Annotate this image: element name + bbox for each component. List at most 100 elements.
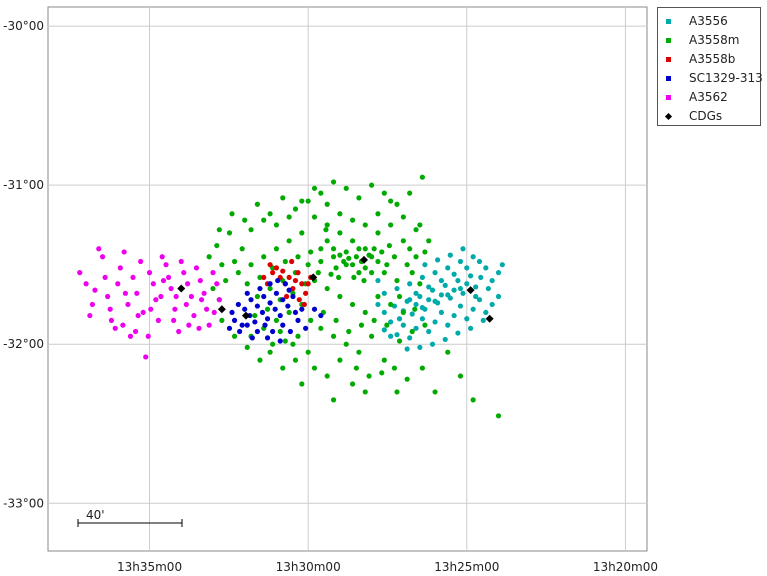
legend-label: A3558m bbox=[689, 33, 740, 47]
data-point bbox=[286, 274, 292, 281]
data-point bbox=[244, 344, 250, 350]
data-point bbox=[447, 252, 453, 258]
data-point bbox=[267, 262, 273, 268]
data-point bbox=[349, 217, 356, 223]
data-point bbox=[264, 306, 271, 312]
data-point bbox=[214, 281, 220, 287]
data-point bbox=[285, 303, 291, 309]
data-point bbox=[404, 376, 410, 382]
data-point bbox=[273, 317, 280, 323]
data-point bbox=[229, 211, 235, 217]
data-point bbox=[107, 306, 113, 312]
data-point bbox=[369, 333, 375, 339]
data-point bbox=[379, 249, 385, 255]
data-point bbox=[483, 265, 489, 271]
square-marker-icon bbox=[666, 37, 671, 43]
data-point bbox=[239, 322, 245, 328]
data-point bbox=[346, 255, 352, 261]
data-point bbox=[159, 254, 165, 260]
data-point bbox=[282, 281, 288, 287]
series-sc1329-313 bbox=[226, 277, 324, 344]
data-point bbox=[242, 217, 248, 223]
legend: A3556 A3558m A3558b SC1329-313 A3562 CDGs bbox=[657, 7, 763, 126]
data-point bbox=[330, 397, 337, 403]
data-point bbox=[369, 182, 375, 188]
data-point bbox=[138, 258, 144, 265]
data-point bbox=[214, 242, 220, 249]
series-a3562 bbox=[77, 246, 222, 360]
data-point bbox=[409, 328, 415, 335]
data-point bbox=[438, 292, 445, 298]
data-point bbox=[308, 317, 314, 323]
data-point bbox=[160, 277, 167, 284]
data-point bbox=[244, 322, 250, 328]
data-point bbox=[239, 246, 245, 252]
data-point bbox=[183, 301, 189, 308]
data-point bbox=[89, 301, 96, 308]
data-point bbox=[184, 281, 191, 287]
data-point bbox=[181, 270, 187, 276]
series-cdgs bbox=[177, 255, 494, 323]
data-point bbox=[467, 273, 474, 279]
data-point bbox=[417, 293, 423, 300]
y-tick-label: -31°00 bbox=[3, 178, 44, 192]
data-point bbox=[318, 258, 324, 265]
cdg-marker bbox=[177, 284, 186, 293]
data-point bbox=[121, 249, 127, 255]
data-point bbox=[349, 262, 356, 268]
data-point bbox=[277, 338, 283, 344]
data-point bbox=[130, 274, 136, 281]
data-point bbox=[210, 270, 216, 276]
diamond-marker-icon bbox=[664, 112, 673, 120]
data-point bbox=[460, 246, 466, 252]
data-point bbox=[396, 338, 403, 344]
data-point bbox=[254, 201, 260, 207]
data-point bbox=[442, 336, 448, 343]
data-point bbox=[231, 258, 238, 265]
data-point bbox=[231, 317, 238, 323]
data-point bbox=[394, 332, 400, 338]
data-point bbox=[412, 306, 418, 312]
data-point bbox=[267, 211, 273, 217]
data-point bbox=[223, 277, 229, 284]
data-point bbox=[324, 222, 330, 228]
data-point bbox=[464, 281, 470, 287]
data-point bbox=[333, 317, 339, 323]
y-tick-label: -33°00 bbox=[3, 496, 44, 510]
data-points bbox=[77, 174, 505, 419]
axis-ticks: 13h20m00 13h25m00 13h30m00 13h35m00 -30°00 -3… bbox=[3, 19, 658, 574]
data-point bbox=[495, 293, 502, 300]
data-point bbox=[261, 274, 267, 281]
data-point bbox=[442, 282, 448, 288]
series-a3558m bbox=[206, 174, 502, 419]
data-point bbox=[407, 281, 413, 287]
data-point bbox=[305, 281, 311, 287]
data-point bbox=[277, 312, 283, 319]
data-point bbox=[371, 246, 377, 252]
data-point bbox=[375, 230, 381, 236]
data-point bbox=[254, 293, 260, 300]
data-point bbox=[366, 373, 372, 379]
data-point bbox=[413, 325, 419, 331]
data-point bbox=[419, 316, 425, 322]
data-point bbox=[400, 322, 406, 328]
cdg-marker bbox=[485, 314, 494, 323]
data-point bbox=[270, 270, 276, 276]
data-point bbox=[356, 349, 362, 355]
data-point bbox=[134, 290, 140, 296]
data-point bbox=[457, 373, 464, 379]
data-point bbox=[311, 365, 318, 371]
data-point bbox=[473, 293, 479, 300]
data-point bbox=[282, 258, 288, 265]
legend-item: CDGs bbox=[662, 107, 722, 125]
data-point bbox=[381, 290, 387, 296]
data-point bbox=[226, 325, 233, 331]
legend-label: A3562 bbox=[689, 90, 728, 104]
data-point bbox=[206, 254, 212, 260]
data-point bbox=[252, 312, 258, 319]
data-point bbox=[384, 322, 390, 328]
data-point bbox=[396, 316, 403, 322]
data-point bbox=[105, 293, 111, 300]
data-point bbox=[375, 293, 381, 300]
data-point bbox=[419, 274, 425, 281]
